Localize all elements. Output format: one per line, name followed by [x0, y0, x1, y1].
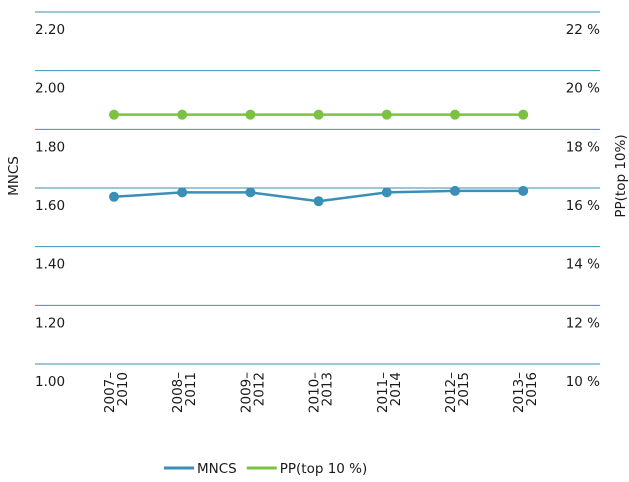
data-point-mncs: [381, 187, 392, 198]
left-tick-label: 1.40: [35, 257, 65, 273]
right-tick-label: 10 %: [566, 374, 600, 390]
legend-label-mncs: MNCS: [197, 461, 237, 477]
left-tick-label: 1.20: [35, 315, 65, 331]
x-tick-line1: 2008–: [170, 372, 186, 413]
x-tick-line1: 2012–: [443, 372, 459, 413]
data-point-pp-top-10: [381, 109, 392, 120]
x-tick-line2: 2014: [388, 372, 404, 406]
right-tick-label: 22 %: [566, 22, 600, 38]
x-axis-ticks: 2007–2010 2008–2011 2009–2012 2010–2013 2011…: [102, 372, 540, 413]
x-tick-label: 2007–2010: [102, 372, 131, 413]
data-point-pp-top-10: [518, 109, 529, 120]
x-tick-label: 2012–2015: [443, 372, 472, 413]
x-tick-line1: 2010–: [307, 372, 323, 413]
left-axis-ticks: 1.00 1.20 1.40 1.60 1.80 2.00 2.20: [35, 22, 65, 390]
right-axis-title: PP(top 10%): [613, 134, 629, 217]
left-tick-label: 1.80: [35, 139, 65, 155]
x-tick-line2: 2016: [524, 372, 540, 406]
right-tick-label: 14 %: [566, 257, 600, 273]
x-tick-label: 2010–2013: [307, 372, 336, 413]
x-tick-line1: 2009–: [238, 372, 254, 413]
right-axis-ticks: 10 % 12 % 14 % 16 % 18 % 20 % 22 %: [566, 22, 600, 390]
x-tick-line2: 2015: [456, 372, 472, 406]
x-tick-line2: 2010: [115, 372, 131, 406]
data-point-mncs: [313, 196, 324, 207]
x-tick-line2: 2012: [251, 372, 267, 406]
x-tick-label: 2008–2011: [170, 372, 199, 413]
data-point-pp-top-10: [109, 109, 119, 120]
data-point-pp-top-10: [245, 109, 256, 120]
data-point-mncs: [518, 185, 529, 196]
data-point-pp-top-10: [313, 109, 324, 120]
data-point-mncs: [245, 187, 256, 198]
left-axis-title: MNCS: [6, 156, 22, 196]
x-tick-label: 2009–2012: [238, 372, 267, 413]
data-point-mncs: [450, 185, 460, 196]
left-tick-label: 1.60: [35, 198, 65, 214]
left-tick-label: 2.00: [35, 81, 65, 97]
left-tick-label: 1.00: [35, 374, 65, 390]
x-tick-line1: 2007–: [102, 372, 118, 413]
x-tick-line2: 2013: [320, 372, 336, 406]
x-tick-line2: 2011: [183, 372, 199, 406]
right-tick-label: 12 %: [566, 315, 600, 331]
x-tick-label: 2013–2016: [511, 372, 540, 413]
x-tick-label: 2011–2014: [375, 372, 404, 413]
right-tick-label: 20 %: [566, 81, 600, 97]
right-tick-label: 18 %: [566, 139, 600, 155]
left-tick-label: 2.20: [35, 22, 65, 38]
x-tick-line1: 2013–: [511, 372, 527, 413]
grid: [35, 11, 600, 365]
data-point-pp-top-10: [450, 109, 460, 120]
legend: MNCS PP(top 10 %): [164, 461, 367, 477]
legend-label-pp-top-10: PP(top 10 %): [280, 461, 368, 477]
data-point-mncs: [177, 187, 188, 198]
right-tick-label: 16 %: [566, 198, 600, 214]
data-point-pp-top-10: [177, 109, 188, 120]
data-point-mncs: [109, 191, 119, 202]
x-tick-line1: 2011–: [375, 372, 391, 413]
series: [109, 109, 529, 207]
